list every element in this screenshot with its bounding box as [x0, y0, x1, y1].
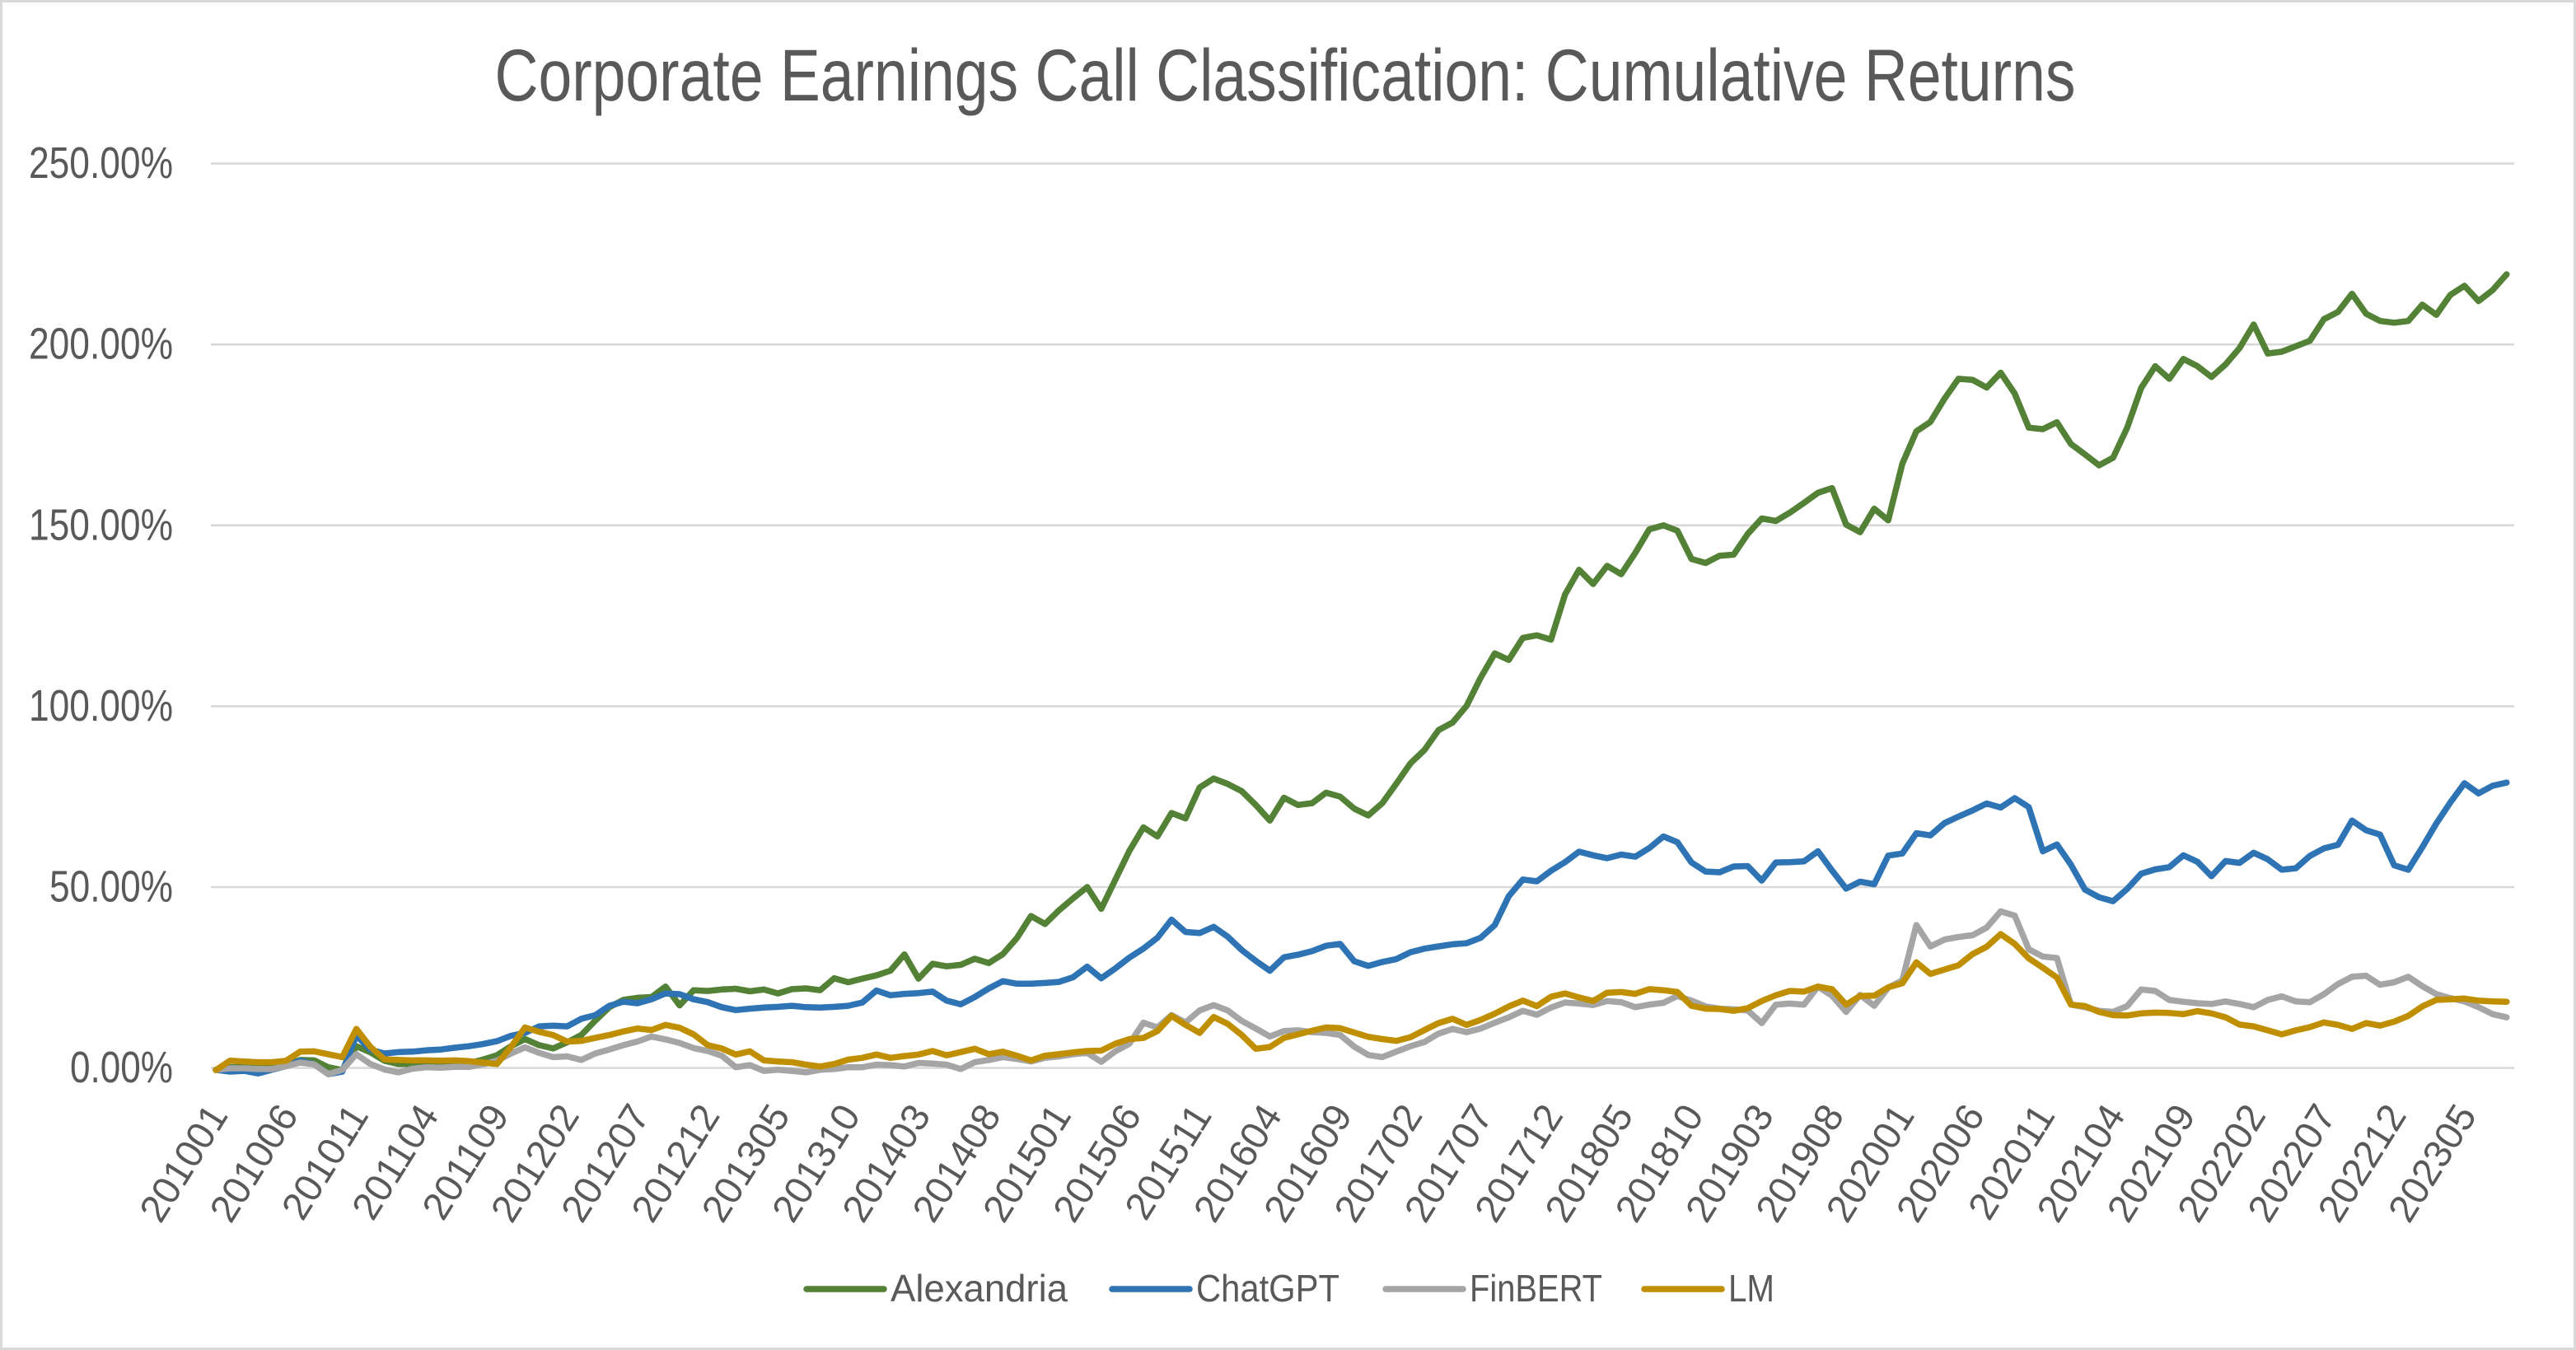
svg-text:Corporate Earnings Call Classi: Corporate Earnings Call Classification: …	[495, 34, 2076, 116]
svg-text:100.00%: 100.00%	[29, 681, 173, 731]
svg-text:200.00%: 200.00%	[29, 320, 173, 369]
svg-text:250.00%: 250.00%	[29, 138, 173, 188]
svg-text:FinBERT: FinBERT	[1470, 1267, 1602, 1310]
svg-text:ChatGPT: ChatGPT	[1196, 1267, 1339, 1310]
svg-text:0.00%: 0.00%	[70, 1043, 173, 1092]
svg-text:LM: LM	[1728, 1267, 1774, 1310]
svg-text:150.00%: 150.00%	[29, 500, 173, 549]
svg-text:Alexandria: Alexandria	[891, 1267, 1068, 1310]
svg-text:50.00%: 50.00%	[49, 862, 173, 912]
